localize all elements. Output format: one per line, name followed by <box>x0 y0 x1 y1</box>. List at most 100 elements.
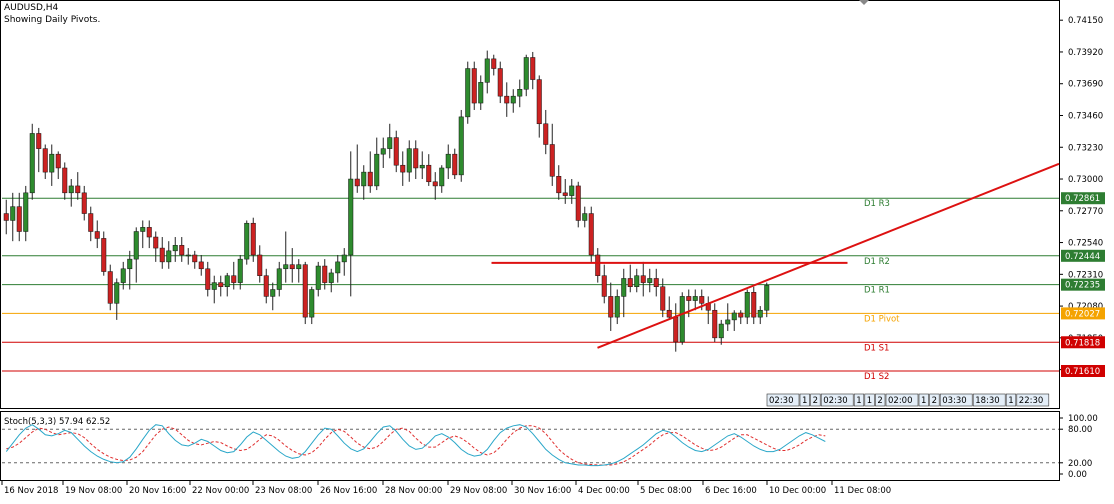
candle-body[interactable] <box>413 148 419 169</box>
candle-body[interactable] <box>673 316 679 343</box>
candle-body[interactable] <box>10 206 16 221</box>
trendline[interactable] <box>597 162 1060 349</box>
candle-body[interactable] <box>185 254 191 257</box>
scroll-marker-icon[interactable] <box>859 0 869 5</box>
candle-body[interactable] <box>660 286 666 311</box>
candle-body[interactable] <box>354 178 360 187</box>
candle-body[interactable] <box>361 171 367 187</box>
candle-body[interactable] <box>400 164 406 173</box>
candle-body[interactable] <box>608 296 614 318</box>
candle-body[interactable] <box>3 213 9 221</box>
candle-body[interactable] <box>75 185 81 194</box>
candle-body[interactable] <box>406 148 412 173</box>
candle-body[interactable] <box>224 275 230 287</box>
candle-body[interactable] <box>601 275 607 297</box>
candle-body[interactable] <box>81 192 87 214</box>
candle-body[interactable] <box>549 144 555 177</box>
candle-body[interactable] <box>218 282 224 287</box>
candle-body[interactable] <box>315 265 321 290</box>
candle-body[interactable] <box>270 289 276 297</box>
candle-body[interactable] <box>341 254 347 263</box>
candle-body[interactable] <box>530 57 536 80</box>
candle-body[interactable] <box>380 148 386 155</box>
candle-body[interactable] <box>718 323 724 339</box>
candle-body[interactable] <box>523 57 529 90</box>
candle-body[interactable] <box>595 254 601 276</box>
candle-body[interactable] <box>309 289 315 318</box>
candle-body[interactable] <box>627 278 633 287</box>
candle-body[interactable] <box>120 268 126 283</box>
candle-body[interactable] <box>640 275 646 283</box>
candle-body[interactable] <box>517 88 523 97</box>
candle-body[interactable] <box>205 268 211 290</box>
candle-body[interactable] <box>348 178 354 256</box>
candle-body[interactable] <box>419 164 425 169</box>
candle-body[interactable] <box>484 58 490 83</box>
candle-body[interactable] <box>88 213 94 232</box>
candle-body[interactable] <box>757 309 763 318</box>
candle-body[interactable] <box>335 261 341 274</box>
candle-body[interactable] <box>543 123 549 145</box>
candle-body[interactable] <box>49 153 55 173</box>
candle-body[interactable] <box>244 222 250 260</box>
candle-body[interactable] <box>497 68 503 97</box>
candle-body[interactable] <box>114 282 120 304</box>
candle-body[interactable] <box>621 278 627 297</box>
candle-body[interactable] <box>699 296 705 304</box>
candle-body[interactable] <box>107 271 113 304</box>
candle-body[interactable] <box>471 68 477 104</box>
candle-body[interactable] <box>367 171 373 187</box>
candle-body[interactable] <box>588 213 594 256</box>
candle-body[interactable] <box>146 227 152 238</box>
candle-body[interactable] <box>29 133 35 194</box>
candle-body[interactable] <box>452 153 458 176</box>
candle-body[interactable] <box>322 265 328 283</box>
candle-body[interactable] <box>257 254 263 276</box>
candle-body[interactable] <box>686 296 692 301</box>
candle-body[interactable] <box>562 192 568 196</box>
candle-body[interactable] <box>276 268 282 290</box>
candle-body[interactable] <box>296 264 302 270</box>
candle-body[interactable] <box>166 250 172 263</box>
candle-body[interactable] <box>23 192 29 232</box>
candle-body[interactable] <box>751 292 757 318</box>
candle-body[interactable] <box>445 153 451 169</box>
candle-body[interactable] <box>478 82 484 104</box>
candle-body[interactable] <box>68 185 74 194</box>
candle-body[interactable] <box>250 222 256 256</box>
candle-body[interactable] <box>692 296 698 301</box>
candle-body[interactable] <box>647 278 653 283</box>
candle-body[interactable] <box>211 282 217 290</box>
candle-body[interactable] <box>666 309 672 318</box>
candle-body[interactable] <box>712 309 718 339</box>
candle-body[interactable] <box>159 247 165 263</box>
candle-body[interactable] <box>198 261 204 270</box>
candle-body[interactable] <box>731 312 737 321</box>
candle-body[interactable] <box>263 275 269 297</box>
candle-body[interactable] <box>62 167 68 194</box>
candle-body[interactable] <box>614 296 620 318</box>
candle-body[interactable] <box>393 137 399 166</box>
candle-body[interactable] <box>127 258 133 270</box>
candle-body[interactable] <box>153 236 159 249</box>
candle-body[interactable] <box>231 275 237 283</box>
candle-body[interactable] <box>237 258 243 283</box>
candle-body[interactable] <box>556 176 562 194</box>
candle-body[interactable] <box>140 227 146 232</box>
candle-body[interactable] <box>725 319 731 325</box>
candle-body[interactable] <box>744 292 750 318</box>
candle-body[interactable] <box>55 153 61 169</box>
candle-body[interactable] <box>582 213 588 221</box>
candle-body[interactable] <box>439 167 445 187</box>
candle-body[interactable] <box>634 275 640 287</box>
candle-body[interactable] <box>172 245 178 252</box>
candle-body[interactable] <box>491 58 497 69</box>
candle-body[interactable] <box>94 231 100 239</box>
candle-body[interactable] <box>653 278 659 287</box>
candle-body[interactable] <box>510 95 516 104</box>
candle-body[interactable] <box>458 116 464 176</box>
candle-body[interactable] <box>179 245 185 256</box>
candle-body[interactable] <box>504 95 510 104</box>
candle-body[interactable] <box>374 153 380 187</box>
